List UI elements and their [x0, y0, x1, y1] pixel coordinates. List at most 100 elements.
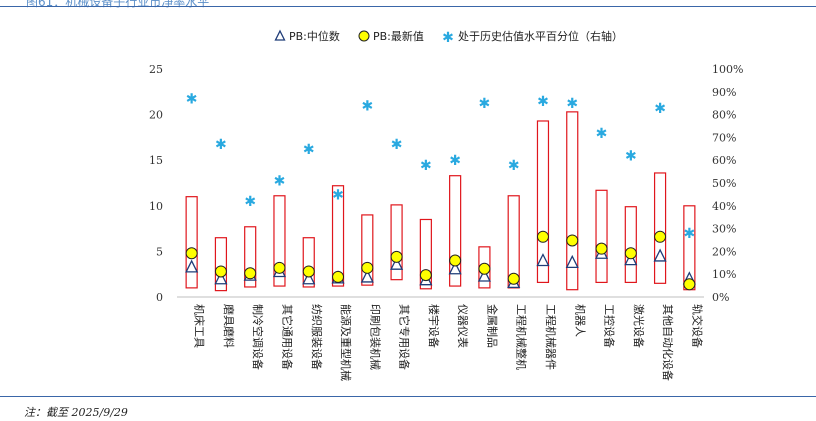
percentile-marker: ✱: [186, 92, 198, 108]
category-label: 金属制品: [485, 304, 499, 348]
pb-latest-marker: [566, 234, 579, 247]
category-group: ✱: [360, 98, 374, 286]
category-group: ✱: [507, 158, 521, 289]
pb-median-marker: [360, 269, 374, 283]
percentile-marker: ✱: [596, 126, 608, 142]
category-label: 轨交设备: [690, 304, 704, 348]
category-label: 印刷包装机械: [368, 304, 382, 370]
legend-item-median: PB:中位数: [274, 29, 340, 43]
category-group: ✱: [565, 96, 579, 291]
category-group: ✱: [214, 137, 228, 292]
category-group: ✱: [682, 205, 696, 291]
percentile-marker: ✱: [391, 137, 403, 153]
pb-median-marker: [624, 252, 638, 266]
right-tick-label: 90%: [712, 86, 736, 99]
pb-latest-marker: [507, 272, 520, 285]
left-tick-label: 25: [149, 63, 163, 76]
bottom-rule: [0, 396, 816, 397]
right-tick-label: 0%: [712, 291, 729, 304]
pb-latest-marker: [419, 269, 432, 282]
pb-median-marker: [565, 254, 579, 268]
legend-item-percentile: ✱ 处于历史估值水平百分位（右轴）: [442, 29, 623, 46]
chart: PB:中位数 PB:最新值 ✱ 处于历史估值水平百分位（右轴） 0 5 10 15 20…: [149, 29, 743, 381]
category-label: 机床工具: [193, 304, 207, 348]
pb-range-box: [185, 196, 198, 289]
percentile-marker: ✱: [654, 101, 666, 117]
right-tick-label: 60%: [712, 154, 736, 167]
pb-range-box: [536, 120, 550, 284]
pb-range-box: [419, 218, 432, 290]
pb-range-box: [624, 206, 637, 284]
category-label: 机器人: [573, 304, 587, 337]
category-group: ✱: [419, 158, 433, 290]
category-group: ✱: [185, 92, 199, 289]
pb-latest-marker: [273, 261, 286, 274]
percentile-marker: ✱: [479, 96, 491, 112]
left-tick-label: 15: [149, 154, 163, 167]
pb-latest-marker: [332, 270, 345, 283]
pb-range-box: [302, 237, 315, 288]
pb-latest-marker: [624, 247, 637, 260]
category-label: 磨具磨料: [222, 304, 236, 348]
pb-range-box: [595, 189, 608, 284]
percentile-marker: ✱: [537, 94, 549, 110]
category-group: ✱: [243, 194, 257, 288]
category-group: ✱: [331, 185, 345, 287]
pb-median-marker: [185, 259, 199, 273]
percentile-marker: ✱: [274, 174, 286, 190]
top-rule: [0, 6, 816, 7]
left-tick-label: 20: [149, 109, 163, 122]
percentile-marker: ✱: [683, 226, 695, 242]
chart-marks: ✱ ✱ ✱ ✱ ✱ ✱ ✱ ✱ ✱ ✱ ✱ ✱ ✱ ✱ ✱ ✱ ✱ ✱: [185, 92, 696, 292]
category-label: 能源及重型机械: [339, 304, 353, 381]
left-axis: 0 5 10 15 20 25: [149, 63, 163, 304]
right-tick-label: 70%: [712, 131, 736, 144]
left-tick-label: 5: [156, 245, 163, 258]
category-group: ✱: [390, 137, 404, 281]
pb-latest-marker: [390, 250, 403, 263]
footnote: 注：截至 2025/9/29: [24, 406, 128, 419]
category-group: ✱: [536, 94, 550, 284]
pb-median-marker: [653, 248, 667, 262]
legend: PB:中位数 PB:最新值 ✱ 处于历史估值水平百分位（右轴）: [274, 29, 623, 46]
percentile-marker: ✱: [303, 142, 315, 158]
percentile-marker: ✱: [244, 194, 256, 210]
category-group: ✱: [448, 153, 462, 287]
percentile-marker: ✱: [420, 158, 432, 174]
category-label: 工控设备: [603, 304, 617, 348]
right-tick-label: 20%: [712, 245, 736, 258]
right-tick-label: 30%: [712, 223, 736, 236]
pb-range-box: [214, 237, 228, 292]
pb-range-box: [653, 172, 667, 284]
category-label: 工程机械整机: [515, 304, 529, 370]
right-tick-label: 80%: [712, 109, 736, 122]
legend-percentile-label: 处于历史估值水平百分位（右轴）: [458, 29, 623, 43]
category-label: 纺织服装设备: [310, 304, 324, 370]
pb-latest-marker: [595, 242, 608, 255]
right-tick-label: 100%: [712, 63, 743, 76]
category-group: ✱: [653, 101, 667, 284]
pb-range-box: [566, 111, 579, 291]
pb-median-marker: [390, 256, 404, 270]
pb-latest-marker: [214, 265, 227, 278]
pb-latest-marker: [361, 261, 374, 274]
pb-median-marker: [214, 271, 228, 285]
category-label: 制冷空调设备: [251, 304, 265, 370]
category-group: ✱: [624, 149, 638, 284]
pb-latest-marker: [478, 262, 491, 275]
percentile-marker: ✱: [449, 153, 461, 169]
category-label: 其它通用设备: [280, 304, 294, 370]
pb-latest-marker: [683, 278, 696, 291]
category-group: ✱: [594, 126, 609, 284]
category-group: ✱: [272, 174, 287, 287]
legend-percentile-marker: ✱: [442, 30, 454, 46]
category-label: 楼宇设备: [427, 304, 441, 348]
pb-range-box: [244, 226, 257, 288]
pb-median-marker: [448, 261, 462, 275]
legend-median-marker: [274, 29, 286, 41]
percentile-marker: ✱: [508, 158, 520, 174]
pb-median-marker: [477, 268, 491, 282]
pb-median-marker: [536, 253, 550, 267]
pb-median-marker: [302, 271, 316, 285]
pb-range-box: [273, 195, 286, 287]
